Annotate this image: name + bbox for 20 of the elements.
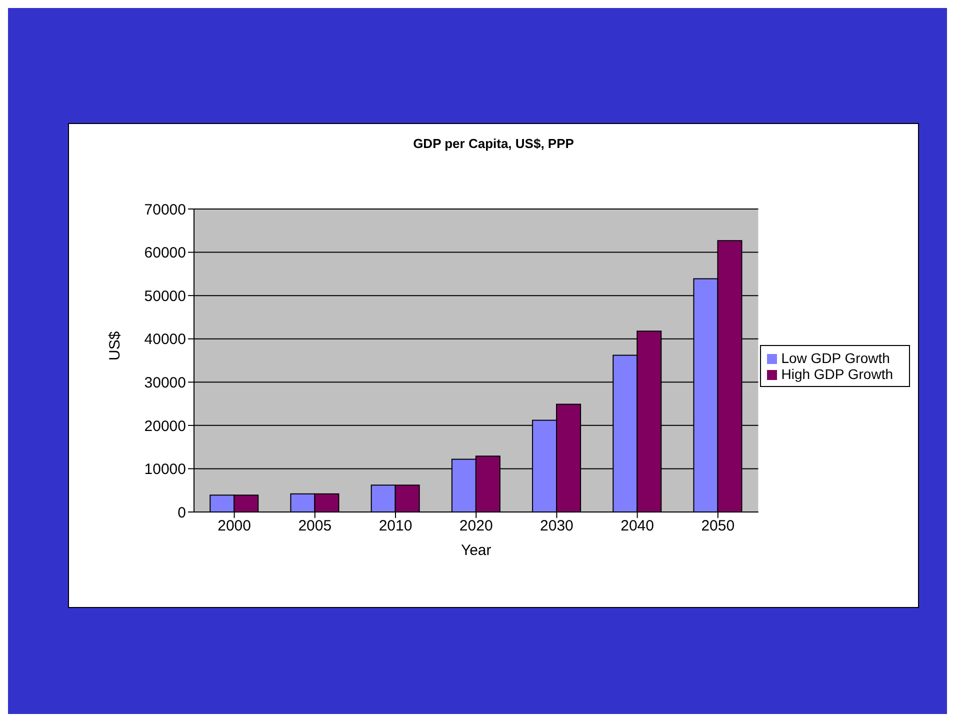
y-tick-label: 30000 (144, 374, 186, 392)
y-axis-title: US$ (106, 330, 124, 360)
x-tick-label: 2000 (218, 518, 251, 535)
y-tick-label: 50000 (144, 288, 186, 305)
x-axis-title: Year (460, 542, 492, 559)
y-tick-label: 60000 (144, 244, 186, 262)
y-tick-label: 40000 (144, 331, 186, 348)
y-tick-label: 10000 (144, 461, 186, 478)
x-tick-label: 2020 (459, 518, 493, 535)
chart-title: GDP per Capita, US$, PPP (412, 136, 575, 151)
y-tick-label: 70000 (144, 201, 186, 218)
x-tick-label: 2005 (298, 518, 332, 535)
x-tick-label: 2030 (540, 518, 574, 535)
legend-label: Low GDP Growth (781, 350, 890, 366)
y-tick-label: 20000 (144, 418, 186, 435)
y-tick-label: 0 (178, 504, 186, 522)
x-tick-label: 2010 (378, 518, 412, 535)
x-tick-label: 2050 (701, 518, 735, 535)
x-tick-label: 2040 (620, 518, 654, 535)
legend-label: High GDP Growth (781, 366, 893, 382)
